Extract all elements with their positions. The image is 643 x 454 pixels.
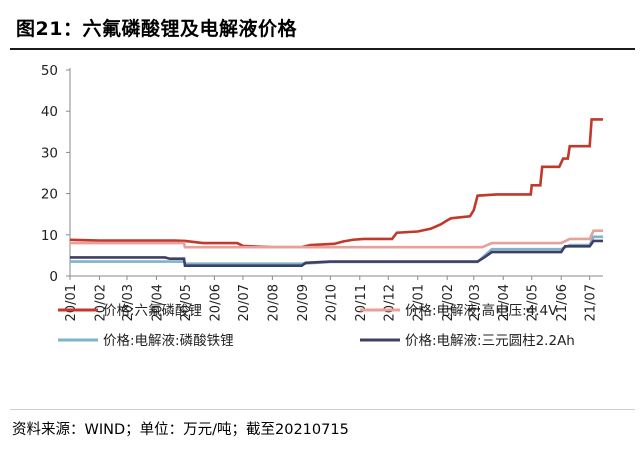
y-tick-label: 10: [41, 228, 58, 244]
x-tick-label: 20/10: [324, 284, 339, 321]
footer-divider: [10, 409, 635, 410]
x-tick-label: 21/04: [497, 284, 512, 321]
line-chart: 0 10 20 30 40 50 20/01 20/02 20/03 20/04 20/05 20/0…: [41, 63, 603, 349]
legend-label-2: 价格:电解液:高电压:4.4V: [405, 302, 558, 319]
y-tick-label: 0: [49, 269, 58, 285]
x-tick-label: 20/02: [93, 284, 108, 321]
x-tick-label: 20/04: [150, 284, 165, 321]
x-tick-label: 20/07: [237, 284, 252, 321]
y-tick-label: 40: [41, 104, 58, 120]
chart-ticks: 0 10 20 30 40 50 20/01 20/02 20/03 20/04 20/05 20/0…: [41, 63, 599, 321]
x-tick-label: 21/01: [412, 284, 427, 321]
series-line-1: [69, 118, 603, 249]
chart-legend: 价格:六氟磷酸锂 价格:电解液:高电压:4.4V 价格:电解液:磷酸铁锂 价格:电解液…: [58, 302, 575, 349]
x-tick-label: 21/07: [584, 284, 599, 321]
x-tick-label: 21/05: [526, 284, 541, 321]
x-tick-label: 21/03: [468, 284, 483, 321]
chart-series: [69, 118, 603, 267]
x-tick-label: 20/09: [296, 284, 311, 321]
source-note: 资料来源：WIND；单位：万元/吨；截至20210715: [12, 422, 349, 438]
x-tick-label: 20/08: [266, 284, 281, 321]
legend-label-4: 价格:电解液:三元圆柱2.2Ah: [405, 333, 575, 349]
x-tick-label: 20/03: [121, 284, 136, 321]
x-tick-label: 21/02: [441, 284, 456, 321]
legend-label-3: 价格:电解液:磷酸铁锂: [103, 333, 234, 349]
x-tick-label: 20/11: [354, 284, 369, 321]
y-tick-label: 50: [41, 63, 58, 79]
series-line-2: [70, 229, 603, 249]
x-tick-label: 20/06: [208, 284, 223, 321]
figure-title: 图21：六氟磷酸锂及电解液价格: [16, 18, 297, 40]
y-tick-label: 20: [41, 187, 58, 203]
legend-label-1: 价格:六氟磷酸锂: [103, 303, 202, 319]
title-divider: [10, 48, 635, 50]
x-tick-label: 20/05: [179, 284, 194, 321]
x-tick-label: 20/12: [382, 284, 397, 321]
series-line-4: [70, 239, 603, 267]
x-tick-label: 20/01: [64, 284, 79, 321]
y-tick-label: 30: [41, 145, 58, 161]
chart-axes: [69, 68, 603, 277]
x-tick-label: 21/06: [555, 284, 570, 321]
